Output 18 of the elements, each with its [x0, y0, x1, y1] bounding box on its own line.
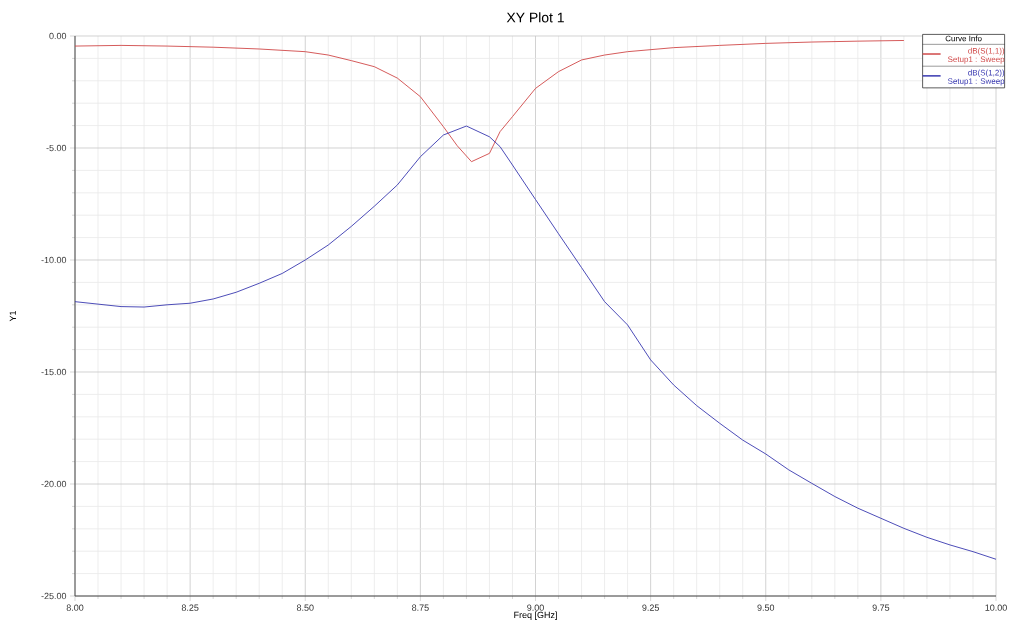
- chart-title: XY Plot 1: [506, 12, 564, 23]
- x-tick-label: 10.00: [985, 604, 1007, 611]
- y-axis-title: Y1: [9, 310, 16, 322]
- x-tick-label: 8.50: [296, 604, 314, 611]
- x-tick-label: 9.75: [872, 604, 890, 611]
- x-tick-label: 8.75: [412, 604, 429, 611]
- y-tick-label: -20.00: [41, 480, 67, 488]
- y-tick-label: -10.00: [41, 256, 67, 264]
- x-tick-label: 9.25: [642, 604, 659, 611]
- y-tick-label: 0.00: [49, 32, 67, 40]
- x-axis-title: Freq [GHz]: [514, 611, 557, 620]
- y-tick-label: -15.00: [41, 368, 67, 376]
- x-tick-label: 8.25: [181, 604, 199, 611]
- x-tick-label: 9.00: [527, 604, 544, 611]
- y-tick-label: -25.00: [41, 592, 67, 600]
- x-tick-label: 8.00: [66, 604, 84, 611]
- y-tick-label: -5.00: [46, 144, 67, 152]
- x-tick-label: 9.50: [757, 604, 775, 611]
